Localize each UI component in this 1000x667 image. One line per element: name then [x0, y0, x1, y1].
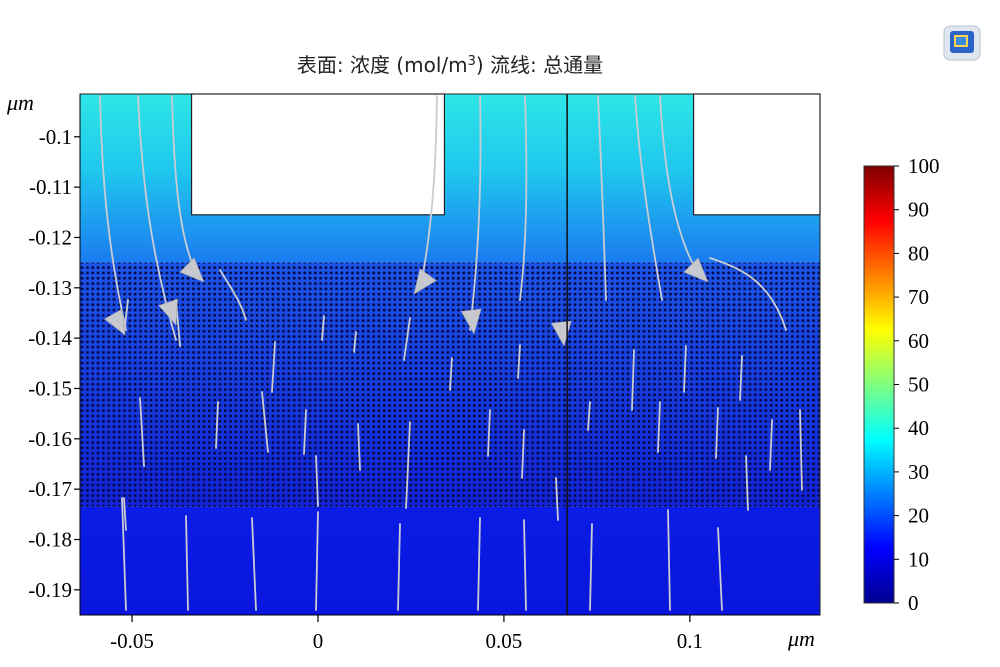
- streamline: [215, 401, 219, 449]
- colorbar-tick-label: 60: [908, 329, 929, 353]
- streamline: [799, 409, 803, 491]
- streamline: [171, 95, 195, 269]
- streamline: [587, 401, 591, 431]
- colorbar-tick-label: 90: [908, 198, 929, 222]
- streamline: [634, 95, 663, 301]
- colorbar-tick-label: 40: [908, 416, 929, 440]
- streamline: [659, 95, 697, 271]
- chart-title: 表面: 浓度 (mol/m3) 流线: 总通量: [297, 53, 603, 77]
- y-tick-label: -0.18: [28, 527, 72, 551]
- streamline: [123, 299, 129, 335]
- colorbar-tick-label: 10: [908, 547, 929, 571]
- flux-arrow: [103, 308, 126, 336]
- x-tick-label: 0: [313, 629, 324, 653]
- streamline: [739, 355, 743, 401]
- flux-arrow: [158, 298, 179, 326]
- streamline: [469, 95, 482, 331]
- x-axis-unit-label: μm: [787, 626, 815, 651]
- flux-arrow: [683, 257, 709, 283]
- block-left: [190, 93, 446, 216]
- plot-area: [79, 93, 821, 616]
- y-tick-label: -0.14: [28, 326, 72, 350]
- streamline: [419, 95, 438, 291]
- streamline: [123, 497, 127, 531]
- flux-arrow: [460, 308, 482, 335]
- streamline: [405, 421, 411, 509]
- streamline: [449, 357, 453, 391]
- streamline: [667, 509, 671, 611]
- streamline: [321, 315, 325, 341]
- streamline: [315, 455, 319, 507]
- streamline: [555, 477, 559, 521]
- streamline: [261, 391, 269, 453]
- streamline: [353, 331, 357, 353]
- colorbar-tick-label: 50: [908, 373, 929, 397]
- streamline: [357, 423, 361, 471]
- streamline: [185, 515, 189, 611]
- streamline: [121, 497, 127, 611]
- colorbar-tick-label: 30: [908, 460, 929, 484]
- streamline: [519, 95, 528, 301]
- streamline: [709, 257, 787, 331]
- electrode-blocks: [190, 93, 821, 216]
- streamline: [523, 519, 527, 611]
- y-tick-label: -0.11: [29, 175, 72, 199]
- streamline: [315, 511, 319, 611]
- colorbar: 0 10 20 30 40 50 60 70 80 90 100: [863, 154, 940, 615]
- y-tick-label: -0.17: [28, 477, 72, 501]
- streamline: [219, 269, 247, 321]
- streamline: [631, 349, 635, 411]
- block-right: [692, 93, 821, 216]
- streamline: [683, 345, 687, 393]
- streamline: [251, 517, 257, 611]
- lower-layer-region: [80, 506, 820, 615]
- streamline: [597, 95, 607, 301]
- streamline: [517, 344, 521, 379]
- streamline: [271, 341, 276, 393]
- streamline: [99, 95, 127, 331]
- streamline: [745, 455, 749, 511]
- streamline: [769, 419, 773, 471]
- y-axis: -0.1 -0.11 -0.12 -0.13 -0.14 -0.15 -0.16 -0.17 -…: [28, 94, 81, 615]
- colorbar-tick-label: 100: [908, 154, 940, 178]
- colorbar-tick-label: 0: [908, 591, 919, 615]
- streamline: [477, 517, 481, 611]
- colorbar-tick-label: 20: [908, 504, 929, 528]
- x-tick-label: 0.1: [677, 629, 703, 653]
- flux-streamlines: [99, 95, 803, 611]
- y-tick-label: -0.1: [39, 125, 72, 149]
- streamline: [715, 407, 719, 459]
- y-tick-label: -0.19: [28, 578, 72, 602]
- y-tick-label: -0.15: [28, 376, 72, 400]
- streamline: [521, 429, 525, 479]
- x-axis: -0.05 0 0.05 0.1: [80, 614, 820, 653]
- streamline: [303, 409, 307, 455]
- y-tick-label: -0.16: [28, 427, 72, 451]
- colorbar-gradient: [863, 165, 895, 604]
- streamline: [657, 401, 661, 453]
- streamline: [717, 527, 723, 611]
- app-logo-icon: [943, 25, 981, 61]
- flux-arrow: [179, 257, 205, 283]
- flux-arrow: [413, 268, 437, 295]
- streamline: [487, 409, 491, 457]
- x-tick-label: -0.05: [110, 629, 154, 653]
- streamline: [403, 317, 411, 361]
- colorbar-tick-label: 80: [908, 241, 929, 265]
- y-axis-unit-label: μm: [6, 90, 34, 115]
- colorbar-tick-label: 70: [908, 285, 929, 309]
- y-tick-label: -0.12: [28, 225, 72, 249]
- y-tick-label: -0.13: [28, 276, 72, 300]
- streamline: [139, 397, 145, 467]
- streamline: [397, 523, 401, 611]
- x-tick-label: 0.05: [486, 629, 523, 653]
- streamline: [589, 523, 593, 611]
